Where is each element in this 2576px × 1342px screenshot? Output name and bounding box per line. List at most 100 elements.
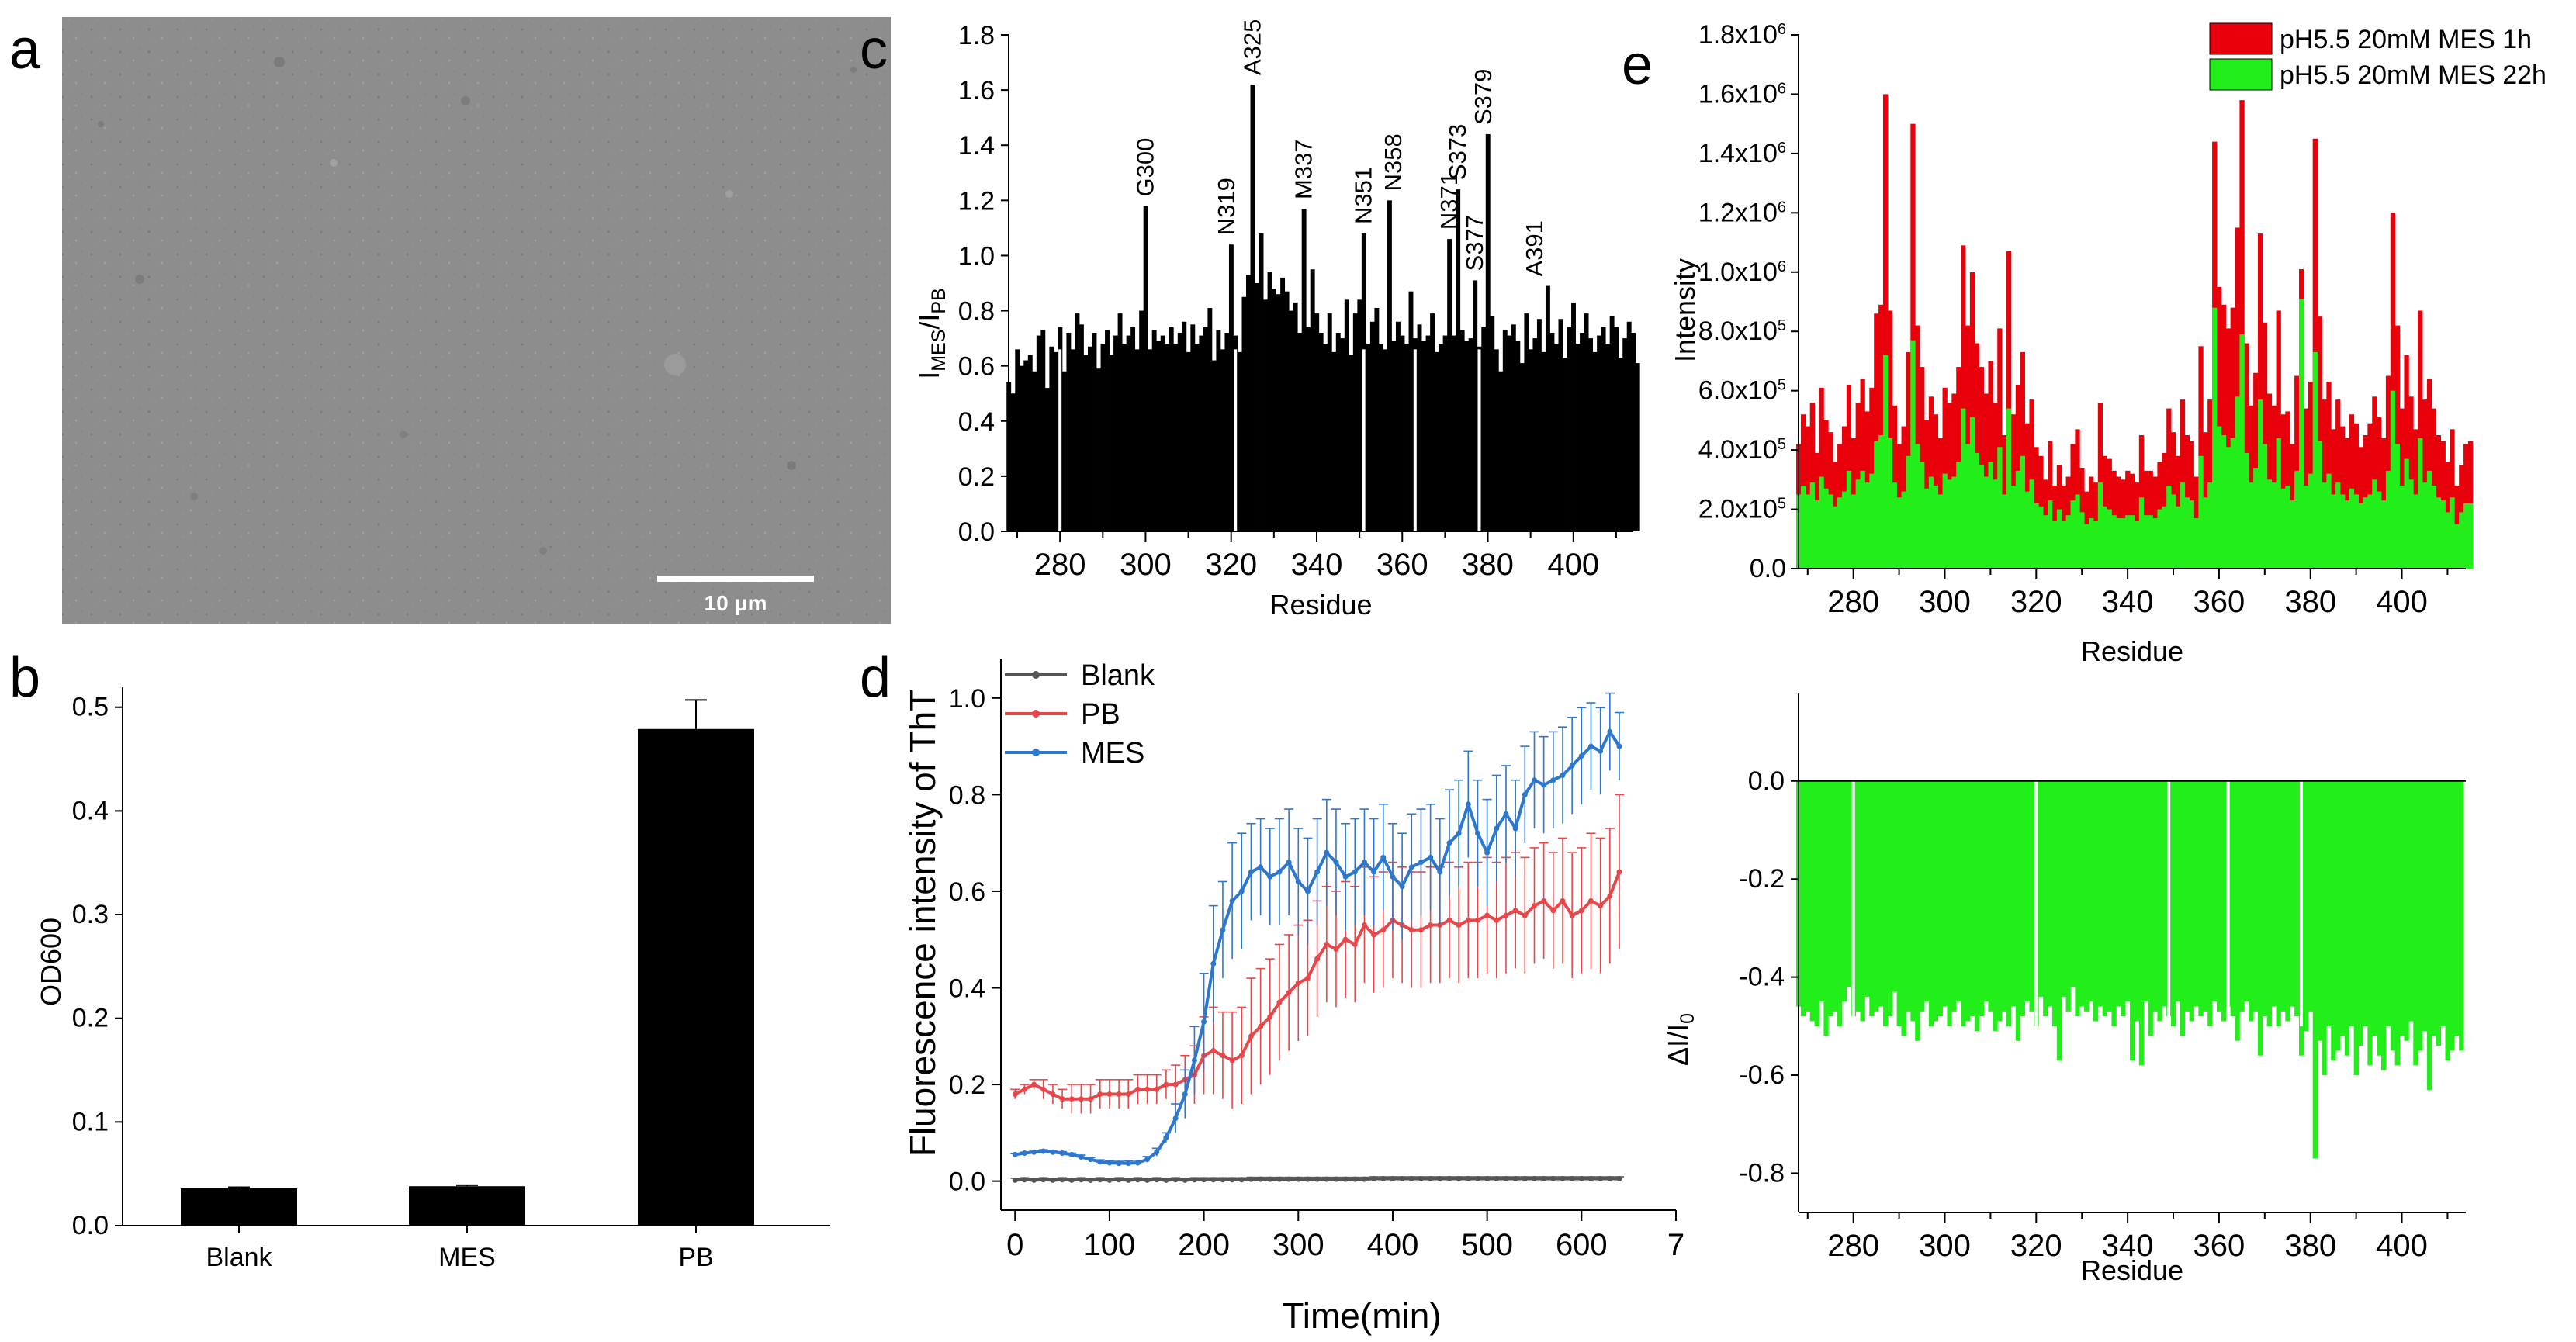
chart-d-pb-point — [1616, 869, 1622, 875]
chart-e-bottom-bar — [2404, 780, 2409, 1041]
chart-e-top-ytick-label: 2.0x105 — [1698, 495, 1786, 524]
chart-d-mes-point — [1437, 869, 1443, 875]
chart-e-bottom-bar — [2097, 780, 2103, 1007]
chart-e-bottom-bar — [1965, 780, 1971, 1022]
chart-c-bar — [1010, 393, 1016, 531]
chart-e-bottom-bar — [2051, 780, 2058, 1026]
chart-e-top-22h-bar — [2216, 426, 2222, 569]
chart-d-mes-point — [1125, 1160, 1131, 1167]
chart-e-bottom-bar — [2070, 780, 2076, 987]
chart-e-top-22h-bar — [2015, 470, 2021, 569]
chart-e-top-22h-bar — [2084, 524, 2090, 569]
chart-d-pb-point — [1428, 922, 1434, 929]
chart-e-bottom-bar — [2367, 780, 2373, 1066]
chart-d-blank-point — [1163, 1177, 1169, 1183]
chart-d-mes-point — [1106, 1160, 1113, 1166]
chart-c-peak-label: S377 — [1461, 215, 1488, 271]
chart-e-top-22h-bar — [1993, 479, 1998, 569]
chart-e-bottom-xtick-label: 320 — [2010, 1229, 2062, 1263]
chart-c-bar — [1553, 344, 1559, 531]
chart-e-bottom-bar — [1983, 780, 1989, 1002]
chart-d-pb-point — [1154, 1086, 1160, 1092]
chart-e-bottom-bar — [2331, 780, 2336, 1061]
chart-d-pb-point — [1078, 1096, 1084, 1102]
chart-e-top-22h-bar — [2180, 482, 2186, 569]
chart-e-top-22h-bar — [1965, 444, 1971, 569]
chart-e-bottom-bar — [1819, 780, 1824, 1002]
chart-e-top-intensity: 0.0 2.0x105 4.0x105 6.0x105 8.0x105 1.0x106 1.… — [1669, 20, 2547, 667]
chart-d-mes-point — [1569, 763, 1575, 769]
chart-e-top-legend-label: pH5.5 20mM MES 22h — [2280, 61, 2547, 90]
chart-e-top-22h-bar — [2034, 503, 2039, 569]
chart-d-mes-point — [1220, 927, 1226, 933]
chart-d-mes-point — [1088, 1157, 1094, 1163]
chart-c-bar — [1130, 327, 1136, 531]
chart-d-legend-label-mes: MES — [1081, 737, 1144, 770]
chart-d-pb-point — [1229, 1057, 1235, 1064]
chart-e-top-22h-bar — [2203, 497, 2208, 569]
chart-d-blank-point — [1333, 1176, 1339, 1182]
chart-c-bar — [1536, 319, 1542, 531]
chart-d-pb-point — [1512, 908, 1518, 914]
chart-e-top-22h-bar — [2262, 444, 2268, 569]
chart-e-top-22h-bar — [1896, 497, 1902, 569]
chart-d-pb-point — [1059, 1096, 1065, 1102]
chart-e-bottom-bar — [2399, 780, 2405, 1036]
chart-d-blank-point — [1390, 1176, 1396, 1182]
chart-c-peak-label: A391 — [1521, 220, 1548, 276]
panel-label-d: d — [860, 647, 891, 709]
chart-e-top-22h-bar — [2116, 518, 2121, 569]
chart-c-bar — [1301, 209, 1307, 531]
chart-d-blank-point — [1607, 1176, 1613, 1182]
chart-e-bottom-bar — [2422, 780, 2428, 1032]
chart-c-bar — [1199, 335, 1204, 531]
chart-c-bar — [1519, 363, 1525, 531]
chart-e-bottom-bar — [1961, 780, 1966, 1026]
chart-e-bottom-bar — [2212, 780, 2218, 1002]
chart-e-bottom-bar — [2084, 780, 2090, 1012]
chart-d-blank-point — [1371, 1176, 1377, 1182]
chart-e-bottom-bar — [2207, 780, 2213, 1026]
chart-c-bar — [1023, 360, 1029, 531]
chart-c-bar — [1207, 308, 1213, 531]
chart-d-blank-point — [1512, 1176, 1518, 1182]
chart-d-blank-point — [1172, 1177, 1179, 1183]
chart-d-mes-point — [1342, 873, 1349, 880]
chart-c-bar — [1194, 344, 1200, 531]
chart-e-top-xtick-label: 320 — [2010, 585, 2062, 619]
chart-e-top-22h-bar — [2344, 500, 2350, 569]
chart-d-tht-kinetics: 0.0 0.2 0.4 0.6 0.8 1.0 0 100 200 300 400 500 600 7 Ti… — [902, 659, 1684, 1336]
chart-d-mes-point — [1059, 1150, 1065, 1157]
chart-c-bar — [1190, 324, 1196, 531]
chart-d-blank-point — [1154, 1177, 1160, 1183]
chart-c-bar — [1182, 321, 1187, 531]
chart-c-bar — [1434, 351, 1439, 531]
chart-e-bottom-bar — [2065, 780, 2071, 1012]
chart-e-top-22h-bar — [2381, 500, 2387, 569]
chart-e-top-22h-bar — [2020, 455, 2025, 569]
chart-e-top-22h-bar — [2271, 482, 2277, 569]
chart-e-top-22h-bar — [1947, 479, 1952, 569]
chart-e-top-22h-bar — [2143, 515, 2149, 569]
chart-c-bar — [1391, 341, 1397, 531]
chart-d-mes-point — [1494, 825, 1500, 832]
chart-e-top-22h-bar — [1874, 441, 1879, 569]
chart-c-bar — [1374, 308, 1380, 531]
chart-d-legend-label-pb: PB — [1081, 698, 1120, 731]
chart-e-bottom-bar — [2138, 780, 2145, 1066]
chart-d-mes-point — [1361, 860, 1367, 866]
panel-label-e: e — [1622, 34, 1653, 96]
chart-c-bar — [1246, 275, 1251, 531]
chart-e-bottom-bar — [2390, 780, 2396, 1051]
chart-c-bar — [1494, 349, 1499, 531]
chart-c-peak-label: N319 — [1213, 178, 1240, 235]
chart-c-bar — [1563, 358, 1567, 531]
chart-e-bottom-gap-line — [2034, 780, 2038, 1026]
chart-b-ytick-label: 0.0 — [72, 1211, 109, 1240]
chart-e-top-xtick-label: 300 — [1919, 585, 1971, 619]
chart-c-bar — [1280, 277, 1286, 531]
chart-e-bottom-bar — [2353, 780, 2359, 1076]
chart-e-top-22h-bar — [1961, 408, 1966, 569]
chart-d-pb-point — [1531, 903, 1537, 909]
chart-e-top-22h-bar — [1809, 482, 1816, 569]
